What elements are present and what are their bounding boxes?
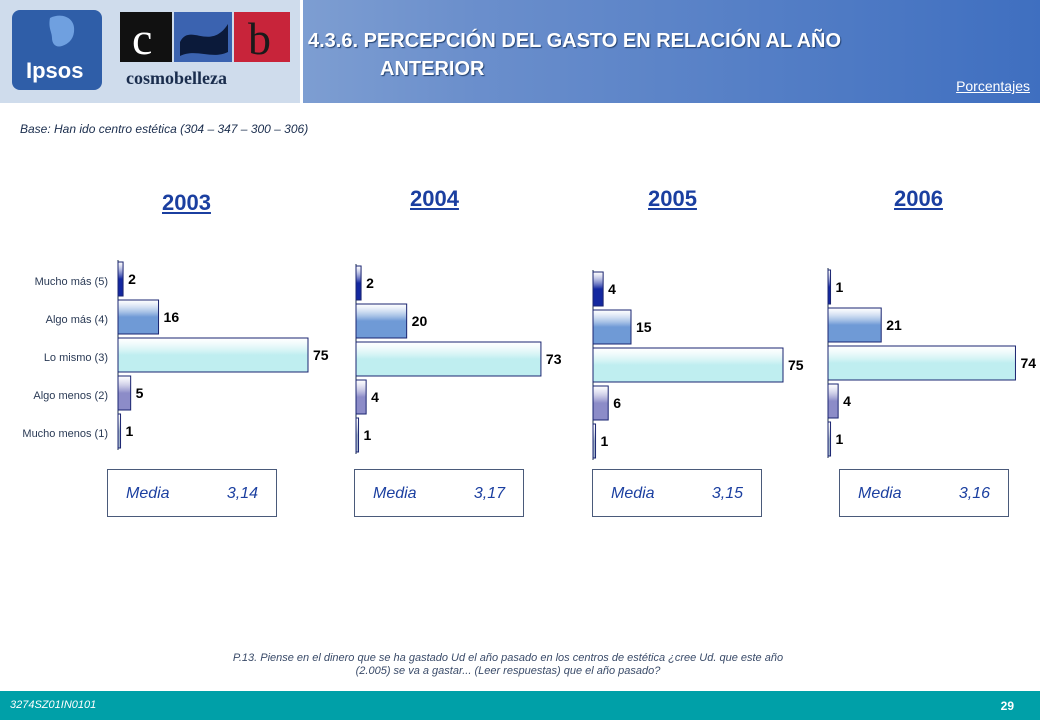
media-value-2004: 3,17	[473, 485, 505, 502]
data-label-2004-lo-mismo: 73	[546, 351, 562, 367]
base-note: Base: Han ido centro estética (304 – 347…	[20, 122, 309, 136]
bar-2006-algo-mas	[827, 307, 882, 343]
data-label-2006-lo-mismo: 74	[1020, 355, 1036, 371]
data-label-2005-algo-menos: 6	[613, 395, 621, 411]
category-label-mucho-menos: Mucho menos (1)	[22, 428, 108, 440]
question-text: P.13. Piense en el dinero que se ha gast…	[232, 652, 784, 677]
media-box-2003: Media 3,14	[107, 469, 277, 517]
media-box-2006: Media 3,16	[839, 469, 1009, 517]
bar-2005-mucho-mas	[592, 271, 604, 307]
bar-2005-mucho-menos	[592, 423, 597, 459]
data-label-2005-mucho-mas: 4	[608, 281, 616, 297]
media-value-2003: 3,14	[226, 485, 258, 502]
bar-2006-algo-menos	[827, 383, 839, 419]
media-value-2005: 3,15	[711, 485, 743, 502]
bar-2005-algo-menos	[592, 385, 609, 421]
year-label-2006: 2006	[894, 186, 943, 211]
bar-2005-lo-mismo	[592, 347, 784, 383]
category-label-lo-mismo: Lo mismo (3)	[43, 352, 108, 364]
bar-2006-mucho-menos	[827, 421, 832, 457]
bar-2006-lo-mismo	[827, 345, 1016, 381]
footer-bar: 3274SZ01IN0101 29	[0, 691, 1040, 720]
media-value-2006: 3,16	[958, 485, 990, 502]
media-label: Media	[373, 485, 417, 502]
bar-2003-mucho-mas	[117, 261, 124, 297]
svg-text:c: c	[132, 13, 152, 64]
year-label-2004: 2004	[410, 186, 459, 211]
data-label-2004-mucho-mas: 2	[366, 275, 374, 291]
ipsos-logo-text: Ipsos	[26, 58, 84, 83]
cosmobelleza-logo-text: cosmobelleza	[126, 68, 227, 88]
bar-2004-lo-mismo	[355, 341, 542, 377]
media-box-2004: Media 3,17	[354, 469, 524, 517]
media-label: Media	[858, 485, 902, 502]
data-label-2006-mucho-mas: 1	[836, 279, 844, 295]
media-box-2005: Media 3,15	[592, 469, 762, 517]
bar-2004-mucho-mas	[355, 265, 362, 301]
bar-2003-algo-mas	[117, 299, 160, 335]
data-label-2003-algo-menos: 5	[136, 385, 144, 401]
year-label-2003: 2003	[162, 190, 211, 215]
bar-2005-algo-mas	[592, 309, 632, 345]
data-label-2006-algo-mas: 21	[886, 317, 902, 333]
bar-2006-mucho-mas	[827, 269, 832, 305]
header-banner: Ipsos c b cosmobelleza 4.3.6. PERCEPCIÓN…	[0, 0, 1040, 103]
data-label-2006-algo-menos: 4	[843, 393, 851, 409]
ipsos-logo: Ipsos	[12, 10, 102, 90]
bar-2004-algo-mas	[355, 303, 408, 339]
data-label-2003-mucho-mas: 2	[128, 271, 136, 287]
data-label-2004-algo-menos: 4	[371, 389, 379, 405]
data-label-2004-mucho-menos: 1	[364, 427, 372, 443]
svg-text:b: b	[248, 13, 271, 64]
data-label-2003-mucho-menos: 1	[126, 423, 134, 439]
data-label-2005-algo-mas: 15	[636, 319, 652, 335]
logo-panel: Ipsos c b cosmobelleza	[0, 0, 303, 103]
media-label: Media	[126, 485, 170, 502]
media-label: Media	[611, 485, 655, 502]
category-label-algo-menos: Algo menos (2)	[33, 390, 108, 402]
bar-2003-algo-menos	[117, 375, 132, 411]
bar-2004-algo-menos	[355, 379, 367, 415]
page-number: 29	[1000, 699, 1014, 713]
data-label-2005-lo-mismo: 75	[788, 357, 804, 373]
data-label-2006-mucho-menos: 1	[836, 431, 844, 447]
data-label-2004-algo-mas: 20	[412, 313, 428, 329]
data-label-2003-lo-mismo: 75	[313, 347, 329, 363]
page-title-line2: ANTERIOR	[380, 58, 485, 80]
page-title-line1: 4.3.6. PERCEPCIÓN DEL GASTO EN RELACIÓN …	[308, 30, 842, 52]
ipsos-face-icon	[49, 15, 75, 47]
bar-2003-mucho-menos	[117, 413, 122, 449]
cosmobelleza-logo: c b cosmobelleza	[120, 12, 290, 88]
bar-2004-mucho-menos	[355, 417, 360, 453]
category-label-mucho-mas: Mucho más (5)	[34, 276, 108, 288]
data-label-2003-algo-mas: 16	[164, 309, 180, 325]
category-label-algo-mas: Algo más (4)	[45, 314, 108, 326]
bar-2003-lo-mismo	[117, 337, 309, 373]
units-label: Porcentajes	[956, 78, 1030, 94]
document-code: 3274SZ01IN0101	[10, 699, 97, 711]
data-label-2005-mucho-menos: 1	[601, 433, 609, 449]
year-label-2005: 2005	[648, 186, 697, 211]
